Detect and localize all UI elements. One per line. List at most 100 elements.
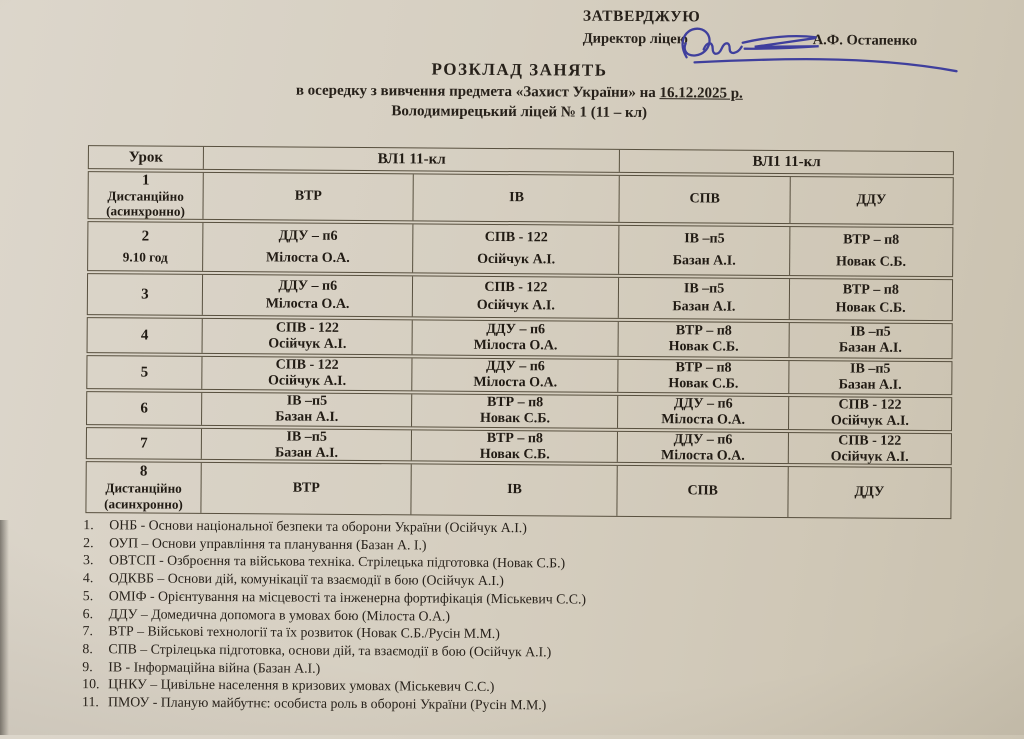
schedule-cell: СПВ - 122 Осійчук А.І.: [201, 356, 412, 391]
schedule-cell: ДДУ: [789, 177, 953, 225]
teacher-name: Осійчук А.І.: [830, 413, 909, 429]
lesson-number: 1: [141, 172, 150, 189]
subject-code: ДДУ – п6: [485, 358, 545, 375]
teacher-name: Базан А.І.: [275, 409, 339, 425]
lesson-cell: 7: [87, 428, 201, 459]
subject-code: СПВ - 122: [484, 279, 548, 295]
subject-code: ВТР – п8: [843, 232, 900, 249]
subject-code: ІВ: [509, 190, 525, 206]
teacher-name: Базан А.І.: [838, 340, 902, 357]
schedule-table: Урок ВЛ1 11-кл ВЛ1 11-кл 1 Дистанційно (асинх…: [85, 145, 954, 521]
teacher-name: Новак С.Б.: [479, 410, 551, 427]
legend-item-text: ПМОУ - Планую майбутнє: особиста роль в …: [108, 694, 547, 713]
legend-item-number: 3.: [83, 552, 94, 568]
subject-code: ДДУ – п6: [278, 228, 338, 245]
schedule-row: 1 Дистанційно (асинхронно) ВТР ІВ СПВ ДДУ: [87, 171, 954, 226]
subject-code: ІВ: [507, 482, 522, 498]
subject-code: ВТР – п8: [675, 322, 732, 339]
schedule-cell: СПВ: [618, 175, 790, 224]
teacher-name: Мілоста О.А.: [473, 374, 558, 391]
subject-code: ІВ –п5: [850, 324, 891, 340]
schedule-row: 4 СПВ - 122 Осійчук А.І. ДДУ – п6 Мілоста О.…: [86, 317, 953, 360]
lesson-cell: 5: [87, 356, 201, 389]
subject-code: ДДУ – п6: [278, 278, 338, 294]
column-header-lesson-label: Урок: [128, 148, 164, 166]
legend-item-number: 5.: [82, 587, 94, 603]
legend-list: 1. ОНБ - Основи національної безпеки та о…: [82, 516, 983, 717]
schedule-cell: ДДУ – п6 Мілоста О.А.: [201, 274, 413, 317]
subject-code: ВТР: [292, 480, 320, 496]
schedule-cell: ВТР – п8 Новак С.Б.: [618, 321, 789, 358]
subject-code: СПВ - 122: [838, 397, 902, 413]
schedule-cell: СПВ - 122 Осійчук А.І.: [412, 276, 619, 318]
schedule-cell: ІВ –п5 Базан А.І.: [618, 277, 789, 320]
schedule-row: 7 ІВ –п5 Базан А.І. ВТР – п8 Новак С.Б. ДДУ –…: [85, 427, 952, 466]
lesson-number: 2: [141, 228, 150, 245]
lesson-mode: 9.10 год: [122, 249, 168, 265]
schedule-cell: ВТР: [202, 172, 414, 221]
schedule-cell: ДДУ: [787, 467, 951, 519]
schedule-header-row: Урок ВЛ1 11-кл ВЛ1 11-кл: [87, 145, 954, 176]
lesson-mode: Дистанційно: [107, 188, 184, 204]
schedule-row: 5 СПВ - 122 Осійчук А.І. ДДУ – п6 Мілоста О.…: [86, 355, 953, 396]
lesson-cell: 1 Дистанційно (асинхронно): [88, 172, 202, 219]
title-block: РОЗКЛАД ЗАНЯТЬ в осередку з вивчення пре…: [19, 57, 1019, 125]
lesson-number: 7: [140, 435, 148, 452]
legend-item-number: 10.: [82, 676, 100, 692]
column-header-group-1-label: ВЛ1 11-кл: [377, 150, 446, 168]
legend-item-number: 9.: [82, 658, 93, 674]
lesson-number: 3: [141, 286, 149, 303]
teacher-name: Осійчук А.І.: [267, 373, 347, 389]
subject-code: СПВ - 122: [275, 357, 339, 373]
subject-code: ВТР – п8: [675, 360, 732, 376]
subject-code: ВТР – п8: [842, 282, 899, 298]
subject-code: СПВ: [689, 191, 720, 207]
director-name: А.Ф. Остапенко: [812, 32, 918, 49]
page-title: РОЗКЛАД ЗАНЯТЬ: [431, 59, 608, 80]
approval-stamp: ЗАТВЕРДЖУЮ: [582, 7, 701, 26]
schedule-cell: ВТР: [200, 462, 412, 515]
schedule-cell: ІВ –п5 Базан А.І.: [788, 323, 952, 359]
subject-code: СПВ: [687, 483, 718, 499]
subject-code: ВТР: [294, 188, 322, 204]
schedule-cell: ВТР – п8 Новак С.Б.: [411, 394, 618, 428]
legend-item-number: 7.: [82, 623, 93, 639]
teacher-name: Базан А.І.: [274, 445, 339, 461]
teacher-name: Мілоста О.А.: [266, 250, 350, 266]
subject-code: ВТР – п8: [486, 430, 543, 447]
column-header-group-2-label: ВЛ1 11-кл: [752, 153, 821, 170]
subject-code: СПВ - 122: [838, 433, 902, 449]
lesson-number: 5: [140, 364, 149, 381]
schedule-cell: ДДУ – п6 Мілоста О.А.: [617, 395, 788, 430]
subject-code: ІВ –п5: [850, 361, 891, 377]
schedule-cell: СПВ - 122 Осійчук А.І.: [787, 433, 951, 465]
schedule-cell: ДДУ – п6 Мілоста О.А.: [617, 431, 788, 464]
teacher-name: Базан А.І.: [672, 252, 736, 269]
lesson-cell: 8 Дистанційно (асинхронно): [86, 462, 200, 513]
lesson-mode: (асинхронно): [104, 496, 183, 512]
subject-code: СПВ - 122: [484, 230, 548, 246]
lesson-cell: 6: [87, 392, 201, 425]
approval-block: ЗАТВЕРДЖУЮ Директор ліцею А.Ф. Остапенко: [582, 7, 958, 73]
subject-code: ДДУ – п6: [673, 432, 733, 448]
subject-code: ІВ –п5: [683, 280, 725, 297]
subject-code: ДДУ – п6: [486, 321, 546, 337]
teacher-name: Новак С.Б.: [835, 254, 907, 270]
legend-item-number: 6.: [82, 605, 94, 621]
teacher-name: Осійчук А.І.: [476, 298, 555, 314]
legend-item-number: 2.: [83, 534, 94, 550]
teacher-name: Новак С.Б.: [668, 339, 739, 355]
lesson-cell: 2 9.10 год: [88, 222, 202, 271]
teacher-name: Осійчук А.І.: [830, 449, 909, 465]
schedule-cell: ВТР – п8 Новак С.Б.: [617, 359, 789, 394]
teacher-name: Мілоста О.А.: [661, 412, 746, 428]
schedule-cell: СПВ: [616, 465, 788, 518]
lesson-number: 4: [140, 327, 149, 344]
lesson-cell: 3: [88, 274, 202, 315]
teacher-name: Базан А.І.: [672, 299, 736, 315]
subject-code: ДДУ – п6: [673, 396, 733, 412]
teacher-name: Базан А.І.: [838, 377, 902, 393]
director-line: Директор ліцею А.Ф. Остапенко: [583, 27, 958, 73]
